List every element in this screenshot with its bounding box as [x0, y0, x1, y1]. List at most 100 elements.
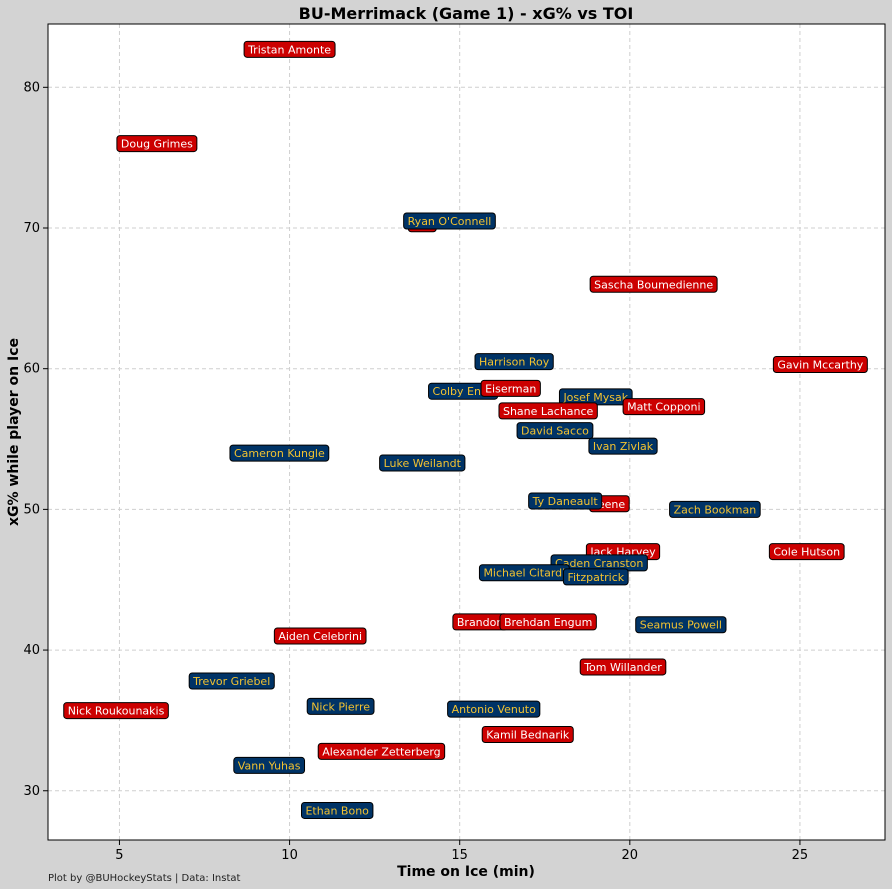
player-label-box [772, 355, 868, 373]
player-point: Brandon [452, 613, 508, 631]
player-point: Fitzpatrick [562, 568, 629, 586]
player-label-box [498, 402, 598, 420]
player-name-label: Eiserman [485, 382, 536, 395]
player-name-label: Fitzpatrick [567, 571, 624, 584]
player-point: Cameron Kungle [229, 444, 330, 462]
x-axis-ticks: 5 10 15 20 25 [115, 840, 808, 863]
player-label-box [768, 543, 845, 561]
player-point: David Sacco [516, 422, 594, 440]
player-point: Alexander Zetterberg [317, 742, 446, 760]
player-label-box [562, 568, 629, 586]
player-label-box [233, 756, 306, 774]
plot-frame [47, 23, 886, 841]
player-name-label: Doug Grimes [121, 138, 193, 151]
player-label-box [243, 40, 336, 58]
player-name-label: Colby Enns [433, 385, 494, 398]
x-tick-label: 15 [451, 848, 468, 863]
player-label-box [379, 454, 466, 472]
player-point: Eiserman [480, 379, 541, 397]
player-name-label: Antonio Venuto [452, 703, 536, 716]
player-name-label: Shane Lachance [503, 405, 594, 418]
player-point: Luke Weilandt [379, 454, 466, 472]
player-name-label: Cameron Kungle [234, 447, 325, 460]
player-name-label: Josef Mysak [562, 391, 628, 404]
player-point: Zach Bookman [669, 500, 761, 518]
player-name-label: Alexander Zetterberg [322, 745, 440, 758]
player-point: Nick Pierre [306, 697, 375, 715]
player-label-box [481, 725, 574, 743]
player-name-label: Ty Daneault [532, 495, 599, 508]
player-label-box [474, 353, 554, 371]
player-label-box [273, 627, 367, 645]
player-name-label: Tristan Amonte [247, 43, 331, 56]
player-label-box [579, 658, 667, 676]
y-tick-label: 70 [23, 221, 40, 236]
player-point: Trevor Griebel [188, 672, 275, 690]
player-name-label: Tom Willander [583, 661, 662, 674]
player-name-label: Nick Roukounakis [68, 705, 165, 718]
player-name-label: Aiden Celebrini [278, 630, 362, 643]
player-name-label: David Sacco [521, 425, 589, 438]
x-tick-label: 25 [792, 848, 809, 863]
player-point: Colby Enns [428, 382, 499, 400]
player-point: Michael Citardi [478, 564, 570, 582]
player-point: Nick Roukounakis [63, 702, 169, 720]
player-point: Gavin Mccarthy [772, 355, 868, 373]
player-label-box [589, 275, 718, 293]
player-label-box [622, 398, 706, 416]
player-name-label: Seamus Powell [640, 619, 722, 632]
player-point: Vann Yuhas [233, 756, 306, 774]
y-axis-label: xG% while player on Ice [6, 338, 22, 526]
player-point: Tristan Amonte [243, 40, 336, 58]
player-labels: Tristan Amonte Doug Grimes Ryan O'Connell S… [63, 40, 868, 819]
y-tick-label: 40 [23, 643, 40, 658]
y-tick-label: 80 [23, 80, 40, 95]
player-point: Sascha Boumedienne [589, 275, 718, 293]
player-point: Ty Daneault [528, 492, 603, 510]
player-label-box [635, 616, 727, 634]
player-label-box [229, 444, 330, 462]
y-tick-label: 50 [23, 502, 40, 517]
player-label-box [63, 702, 169, 720]
player-label-box [188, 672, 275, 690]
player-name-label: Cole Hutson [773, 546, 840, 559]
player-label-box [480, 379, 541, 397]
player-name-label: Ryan O'Connell [408, 215, 492, 228]
player-point: Harrison Roy [474, 353, 554, 371]
player-name-label: Matt Copponi [627, 401, 701, 414]
player-point: Tom Willander [579, 658, 667, 676]
player-name-label: Sascha Boumedienne [594, 278, 713, 291]
player-point: Matt Copponi [622, 398, 706, 416]
player-point: Josef Mysak [558, 388, 633, 406]
player-label-box [447, 700, 541, 718]
player-point: Ryan O'Connell [403, 212, 496, 230]
player-name-label: Harrison Roy [479, 356, 550, 369]
player-name-label: Luke Weilandt [384, 457, 462, 470]
player-point: Ethan Bono [300, 801, 374, 819]
player-label-box [116, 135, 198, 153]
player-name-label: Trevor Griebel [192, 675, 270, 688]
player-point: Aiden Celebrini [273, 627, 367, 645]
x-axis-label: Time on Ice (min) [397, 864, 535, 880]
player-name-label: Vann Yuhas [238, 759, 301, 772]
x-tick-label: 10 [281, 848, 298, 863]
player-label-box [300, 801, 374, 819]
player-point: Brehdan Engum [499, 613, 597, 631]
player-name-label: Gavin Mccarthy [777, 358, 863, 371]
player-label-box [528, 492, 603, 510]
footnote: Plot by @BUHockeyStats | Data: Instat [48, 873, 241, 884]
x-tick-label: 20 [622, 848, 639, 863]
player-name-label: Ethan Bono [305, 804, 369, 817]
player-point: Ivan Zivlak [588, 437, 658, 455]
player-label-box [588, 437, 658, 455]
player-label-box [669, 500, 761, 518]
player-name-label: Brehdan Engum [504, 616, 592, 629]
player-name-label: Caden Cranston [555, 557, 643, 570]
chart-title: BU-Merrimack (Game 1) - xG% vs TOI [299, 4, 634, 23]
player-label-box [499, 613, 597, 631]
player-label-box [317, 742, 446, 760]
player-name-label: Michael Citardi [483, 567, 565, 580]
player-point: Kamil Bednarik [481, 725, 574, 743]
player-name-label: Zach Bookman [674, 503, 757, 516]
